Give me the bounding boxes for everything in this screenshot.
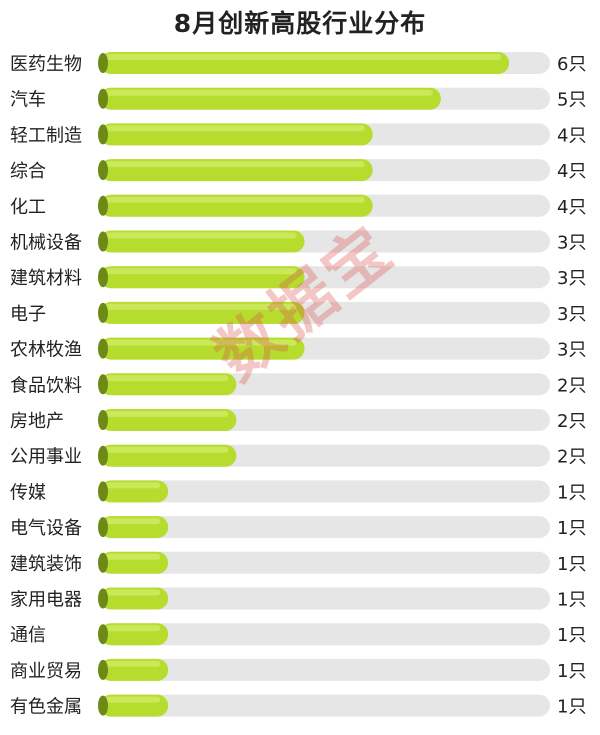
category-label: 传媒: [10, 482, 46, 503]
bar-highlight: [106, 54, 502, 60]
bar-track: [100, 587, 550, 610]
category-label: 建筑材料: [10, 268, 82, 289]
bar-highlight: [106, 482, 161, 489]
bar-cap: [98, 588, 108, 609]
value-label: 4只: [557, 197, 586, 218]
category-label: 商业贸易: [10, 661, 82, 682]
bar-cap: [98, 195, 108, 216]
bar-highlight: [106, 553, 161, 560]
bar-cap: [98, 53, 108, 73]
category-label: 综合: [10, 161, 46, 182]
chart-title: 8月创新高股行业分布: [173, 9, 427, 38]
bar-highlight: [106, 339, 297, 346]
bar-track: [100, 658, 550, 681]
bar-highlight: [106, 589, 161, 596]
category-label: 建筑装饰: [10, 554, 82, 575]
bar-cap: [98, 481, 108, 502]
bar-cap: [98, 160, 108, 181]
category-label: 有色金属: [10, 697, 82, 718]
bar-track: [100, 480, 550, 503]
bar-track: [100, 623, 550, 646]
category-label: 医药生物: [10, 54, 82, 75]
category-label: 通信: [10, 625, 46, 646]
value-label: 3只: [557, 304, 586, 325]
value-label: 3只: [557, 233, 586, 254]
bar-cap: [98, 338, 108, 359]
category-label: 房地产: [10, 411, 64, 432]
bar-track: [100, 551, 550, 574]
category-label: 电气设备: [10, 518, 82, 539]
bar-highlight: [106, 303, 297, 310]
category-label: 食品饮料: [10, 375, 82, 396]
bar-highlight: [106, 161, 365, 168]
bar-highlight: [106, 696, 161, 703]
bar-cap: [98, 267, 108, 288]
value-label: 1只: [557, 554, 586, 575]
bar-track: [100, 516, 550, 539]
bar-highlight: [106, 660, 161, 667]
value-label: 1只: [557, 661, 586, 682]
bar-highlight: [106, 268, 297, 275]
value-label: 1只: [557, 625, 586, 646]
bar-highlight: [106, 196, 365, 203]
category-label: 机械设备: [10, 233, 82, 254]
category-label: 汽车: [10, 90, 46, 111]
bar-highlight: [106, 518, 161, 525]
value-label: 1只: [557, 482, 586, 503]
value-label: 5只: [557, 90, 586, 111]
bar-cap: [98, 517, 108, 538]
bar-cap: [98, 231, 108, 252]
bar-cap: [98, 88, 108, 109]
bar-highlight: [106, 375, 229, 382]
bar-highlight: [106, 125, 365, 132]
bar-highlight: [106, 232, 297, 239]
category-label: 化工: [10, 197, 46, 218]
bar-cap: [98, 624, 108, 645]
category-label: 电子: [10, 304, 46, 325]
bar-cap: [98, 445, 108, 466]
bar-highlight: [106, 625, 161, 632]
bar-highlight: [106, 411, 229, 417]
value-label: 4只: [557, 125, 586, 146]
bar-highlight: [106, 89, 433, 96]
value-label: 3只: [557, 268, 586, 289]
category-label: 公用事业: [10, 447, 82, 468]
value-label: 1只: [557, 518, 586, 539]
bar-cap: [98, 410, 108, 430]
value-label: 2只: [557, 447, 586, 468]
bar-highlight: [106, 446, 229, 453]
value-label: 2只: [557, 411, 586, 432]
bar-cap: [98, 374, 108, 395]
value-label: 1只: [557, 697, 586, 718]
value-label: 3只: [557, 340, 586, 361]
bar-cap: [98, 302, 108, 323]
bar-cap: [98, 124, 108, 145]
category-label: 农林牧渔: [10, 340, 82, 361]
value-label: 1只: [557, 590, 586, 611]
value-label: 6只: [557, 54, 586, 75]
value-label: 4只: [557, 161, 586, 182]
bar-cap: [98, 552, 108, 573]
bar-track: [100, 694, 550, 717]
bar-cap: [98, 659, 108, 680]
value-label: 2只: [557, 375, 586, 396]
category-label: 家用电器: [10, 590, 82, 611]
bar-cap: [98, 695, 108, 716]
category-label: 轻工制造: [10, 125, 82, 146]
